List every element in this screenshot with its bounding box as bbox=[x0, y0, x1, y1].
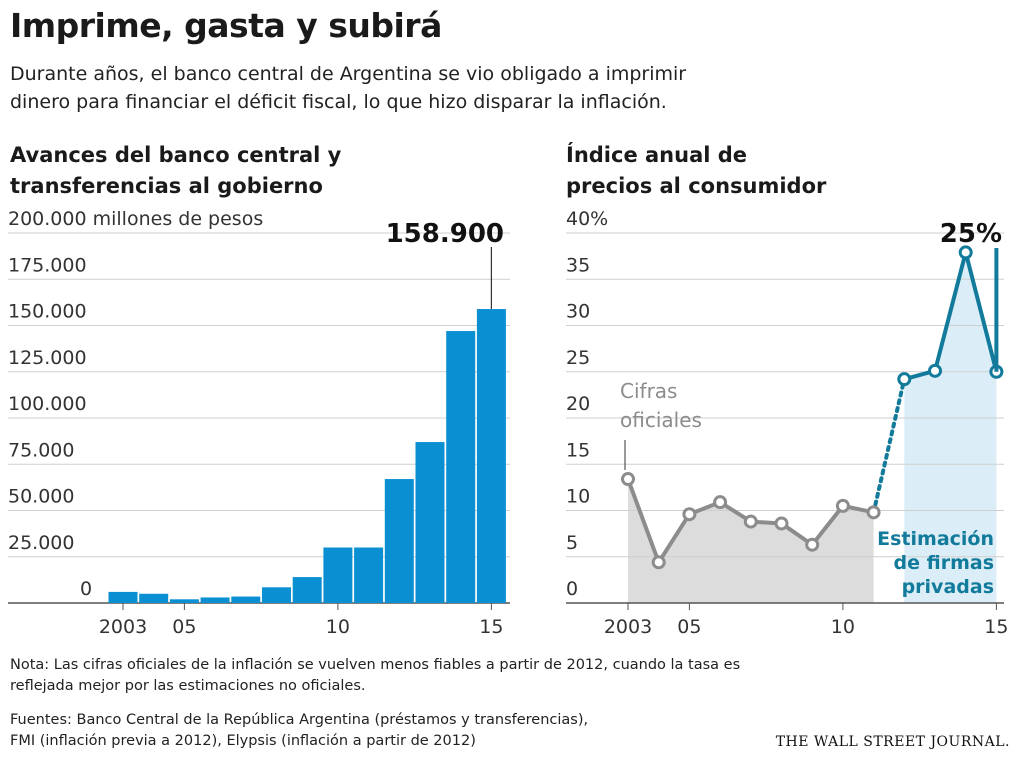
bar-unit-label: millones de pesos bbox=[87, 208, 264, 230]
bar bbox=[415, 442, 445, 603]
subheadline-line-1: Durante años, el banco central de Argent… bbox=[10, 63, 687, 85]
line-x-tick-label: 10 bbox=[831, 616, 855, 638]
bar-callout-label: 158.900 bbox=[386, 219, 504, 249]
bar-y-tick-label: 75.000 bbox=[8, 439, 74, 461]
line-y-tick-label: 20 bbox=[566, 393, 590, 415]
bar-chart-title-line-1: Avances del banco central y bbox=[10, 143, 342, 167]
note-line-2: reflejada mejor por las estimaciones no … bbox=[10, 678, 366, 694]
line-y-tick-label: 0 bbox=[566, 578, 578, 600]
official-area bbox=[628, 479, 874, 603]
line-y-tick-label: 40% bbox=[566, 208, 608, 230]
estimate-area bbox=[904, 252, 997, 604]
bar-y-tick-label: 50.000 bbox=[8, 486, 74, 508]
official-point bbox=[713, 495, 728, 510]
line-y-tick-label: 15 bbox=[566, 439, 590, 461]
estimate-series-label: Estimación bbox=[877, 528, 994, 550]
line-y-tick-label: 5 bbox=[566, 532, 578, 554]
official-point bbox=[651, 555, 666, 570]
line-x-tick-label: 05 bbox=[677, 616, 701, 638]
estimate-series-line bbox=[903, 250, 999, 382]
bar-x-tick-label: 2003 bbox=[99, 616, 147, 638]
official-point bbox=[743, 514, 758, 529]
official-point bbox=[621, 472, 635, 487]
bar-y-tick-label: 200.000 millones de pesos bbox=[8, 208, 263, 230]
bar bbox=[169, 599, 199, 603]
bar bbox=[384, 479, 414, 603]
note-line-1: Nota: Las cifras oficiales de la inflaci… bbox=[10, 657, 741, 673]
line-y-tick-label: 25 bbox=[566, 347, 590, 369]
line-y-tick-label: 10 bbox=[566, 486, 590, 508]
bar bbox=[139, 593, 169, 603]
line-y-tick-label: 30 bbox=[566, 301, 590, 323]
line-chart-title: Índice anual de precios al consumidor bbox=[566, 140, 986, 202]
bar bbox=[446, 331, 476, 603]
bar-chart-title-line-2: transferencias al gobierno bbox=[10, 174, 323, 198]
subheadline-line-2: dinero para financiar el déficit fiscal,… bbox=[10, 91, 667, 113]
estimate-series-label: privadas bbox=[902, 576, 994, 598]
official-point bbox=[835, 498, 850, 513]
line-chart-title-line-1: Índice anual de bbox=[566, 143, 748, 167]
bar-x-tick-label: 10 bbox=[326, 616, 350, 638]
line-y-tick-label: 35 bbox=[566, 254, 590, 276]
bar-y-tick-label: 0 bbox=[80, 578, 92, 600]
bar bbox=[323, 547, 353, 603]
subheadline: Durante años, el banco central de Argent… bbox=[10, 60, 910, 116]
sources-line-1: Fuentes: Banco Central de la República A… bbox=[10, 712, 589, 728]
line-x-tick-label: 2003 bbox=[604, 616, 652, 638]
estimate-series-label: de firmas bbox=[894, 552, 994, 574]
bar bbox=[354, 547, 384, 603]
wsj-logo: THE WALL STREET JOURNAL. bbox=[775, 734, 1010, 750]
estimate-point bbox=[928, 363, 942, 378]
note: Nota: Las cifras oficiales de la inflaci… bbox=[10, 655, 1000, 697]
official-point bbox=[774, 516, 789, 531]
headline: Imprime, gasta y subirá bbox=[10, 6, 442, 45]
bar-y-tick-label: 100.000 bbox=[8, 393, 87, 415]
bar-y-tick-label: 150.000 bbox=[8, 301, 87, 323]
bar bbox=[231, 596, 261, 603]
official-series-label: oficiales bbox=[620, 408, 702, 432]
estimate-point bbox=[958, 245, 973, 260]
official-point bbox=[805, 537, 820, 552]
bar-y-tick-label: 175.000 bbox=[8, 254, 87, 276]
bar bbox=[200, 597, 230, 603]
bar-chart-title: Avances del banco central y transferenci… bbox=[10, 140, 430, 202]
sources: Fuentes: Banco Central de la República A… bbox=[10, 710, 730, 752]
line-callout-label: 25% bbox=[940, 219, 1002, 249]
bar bbox=[476, 309, 506, 603]
line-chart-title-line-2: precios al consumidor bbox=[566, 174, 827, 198]
official-point bbox=[682, 507, 697, 522]
bar-x-tick-label: 15 bbox=[479, 616, 503, 638]
bar-y-tick-label: 125.000 bbox=[8, 347, 87, 369]
official-point bbox=[866, 505, 881, 520]
series-connector bbox=[871, 377, 907, 515]
official-series-label: Cifras bbox=[620, 379, 677, 403]
bar bbox=[108, 591, 138, 603]
bar-x-tick-label: 05 bbox=[172, 616, 196, 638]
line-x-tick-label: 15 bbox=[984, 616, 1008, 638]
bar bbox=[262, 587, 291, 603]
estimate-point bbox=[897, 372, 912, 387]
sources-line-2: FMI (inflación previa a 2012), Elypsis (… bbox=[10, 733, 476, 749]
bar-y-tick-label: 25.000 bbox=[8, 532, 74, 554]
bar bbox=[292, 577, 322, 603]
